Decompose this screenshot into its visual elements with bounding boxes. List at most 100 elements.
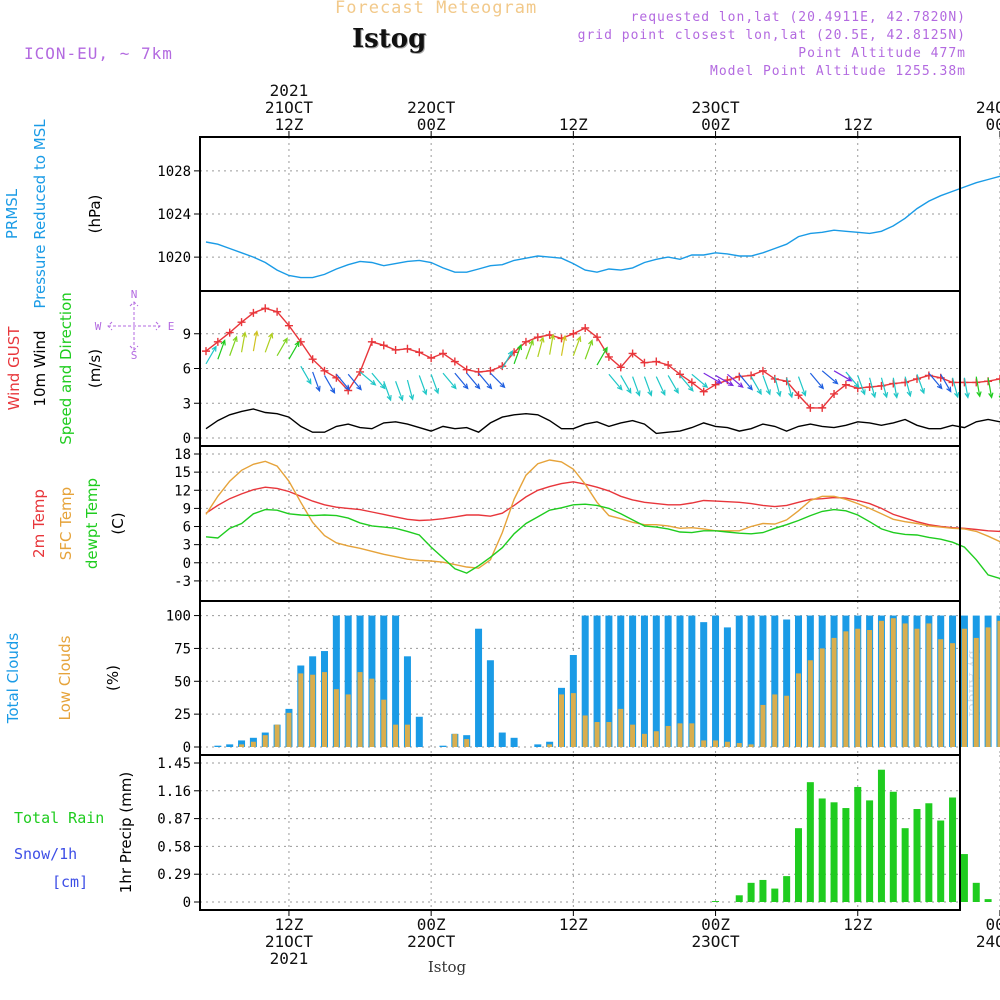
wind-arrow xyxy=(466,372,481,390)
wind-arrow xyxy=(525,339,534,360)
wind-arrow xyxy=(975,376,982,398)
wind-arrow xyxy=(857,375,866,396)
gust-marker xyxy=(474,367,483,376)
total-cloud-bar xyxy=(652,615,660,747)
wind-arrow xyxy=(940,373,952,393)
low-cloud-bar xyxy=(606,722,612,747)
low-cloud-bar xyxy=(404,724,410,747)
y-axis-label: PRMSL xyxy=(3,188,21,239)
y-tick-label: 100 xyxy=(166,609,191,625)
wind-arrow xyxy=(750,376,762,396)
wind-arrow xyxy=(489,372,506,389)
wind-arrow xyxy=(584,339,594,360)
gust-marker xyxy=(569,329,578,338)
time-label-top: 12Z xyxy=(559,115,588,134)
footer-label: Istog xyxy=(428,958,467,976)
low-cloud-bar xyxy=(559,694,564,747)
wind-arrow xyxy=(951,377,960,399)
precip-bar xyxy=(747,882,755,902)
wind-arrow xyxy=(572,335,582,356)
total-cloud-bar xyxy=(498,732,506,747)
wind-arrow xyxy=(620,375,632,394)
low-cloud-bar xyxy=(689,723,695,747)
y-tick-label: 1028 xyxy=(157,164,191,180)
total-cloud-bar xyxy=(214,745,222,747)
gust-marker xyxy=(901,378,910,387)
wind-arrow xyxy=(288,340,300,360)
wind-arrow xyxy=(501,349,513,369)
wind-arrow xyxy=(774,376,782,398)
precip-side-label: [cm] xyxy=(52,873,88,891)
time-label-bottom: 23OCT xyxy=(691,932,740,951)
low-cloud-bar xyxy=(262,735,268,747)
time-label-bottom: 12Z xyxy=(274,915,303,934)
low-cloud-bar xyxy=(985,627,991,747)
low-cloud-bar xyxy=(926,623,932,747)
low-cloud-bar xyxy=(594,722,600,747)
y-tick-label: 3 xyxy=(183,538,191,554)
total-cloud-bar xyxy=(735,615,743,747)
wind-arrow xyxy=(596,346,608,366)
low-cloud-bar xyxy=(796,673,801,747)
wind-arrow xyxy=(797,376,807,397)
total-cloud-bar xyxy=(617,615,625,747)
panel-pressure: 1020 1024 1028 PRMSL Pressure Reduced to MSL… xyxy=(3,119,1000,309)
panel-temperature: -3 0 3 6 9 12 15 18 2m Temp SFC Temp dewpt Temp (C) xyxy=(30,445,1000,602)
gust-marker xyxy=(439,349,447,358)
low-cloud-bar xyxy=(878,620,884,747)
total-cloud-bar xyxy=(581,615,589,747)
panel-clouds: 0 25 50 75 100 Total Clouds Low Clouds (%) xyxy=(4,600,1000,756)
wind-arrow xyxy=(667,375,679,394)
compass-south: S xyxy=(131,349,138,362)
y-axis-label: 1hr Precip (mm) xyxy=(117,772,135,893)
precip-bar xyxy=(735,895,743,902)
time-label-bottom: 21OCT xyxy=(265,932,314,951)
gust-marker xyxy=(616,363,625,372)
low-cloud-bar xyxy=(867,630,873,747)
wind-arrow xyxy=(205,345,217,365)
total-cloud-bar xyxy=(415,716,423,747)
gust-marker xyxy=(628,349,637,358)
low-cloud-bar xyxy=(641,733,647,747)
wind-arrow xyxy=(312,371,321,393)
low-cloud-bar xyxy=(961,628,967,747)
gust-marker xyxy=(581,323,590,332)
low-cloud-bar xyxy=(286,712,292,747)
low-cloud-bar xyxy=(665,725,671,747)
total-cloud-bar xyxy=(688,615,696,747)
series-line-sfc-temp xyxy=(205,459,1000,569)
gust-marker xyxy=(794,391,803,400)
low-cloud-bar xyxy=(736,743,742,747)
wind-arrow xyxy=(679,375,694,392)
wind-arrow xyxy=(762,375,771,396)
gust-marker xyxy=(747,371,756,380)
wind-arrow xyxy=(643,376,653,397)
precip-bar xyxy=(759,879,767,902)
total-cloud-bar xyxy=(475,628,483,747)
total-cloud-bar xyxy=(723,627,731,747)
low-cloud-bar xyxy=(250,741,256,747)
gust-marker xyxy=(521,337,530,346)
y-tick-label: 0 xyxy=(183,740,191,756)
total-cloud-bar xyxy=(640,615,648,747)
time-label-bottom: 00Z xyxy=(417,915,446,934)
y-axis-label: (m/s) xyxy=(86,349,104,388)
total-cloud-bar xyxy=(700,622,708,747)
gust-marker xyxy=(284,321,293,330)
low-cloud-bar xyxy=(713,740,719,747)
precip-bar xyxy=(771,888,779,902)
gust-marker xyxy=(462,365,471,374)
gust-marker xyxy=(593,333,602,342)
time-label-bottom: 2021 xyxy=(270,949,309,968)
precip-bar xyxy=(818,798,826,902)
precip-bar xyxy=(866,800,874,902)
gust-marker xyxy=(391,345,400,354)
low-cloud-bar xyxy=(618,708,624,747)
gust-marker xyxy=(427,354,436,363)
precip-bar xyxy=(889,791,897,902)
y-axis-label: (C) xyxy=(109,512,127,534)
wind-arrow xyxy=(786,377,794,399)
precip-bar xyxy=(901,828,909,902)
wind-arrow xyxy=(300,365,312,385)
low-cloud-bar xyxy=(938,639,944,747)
